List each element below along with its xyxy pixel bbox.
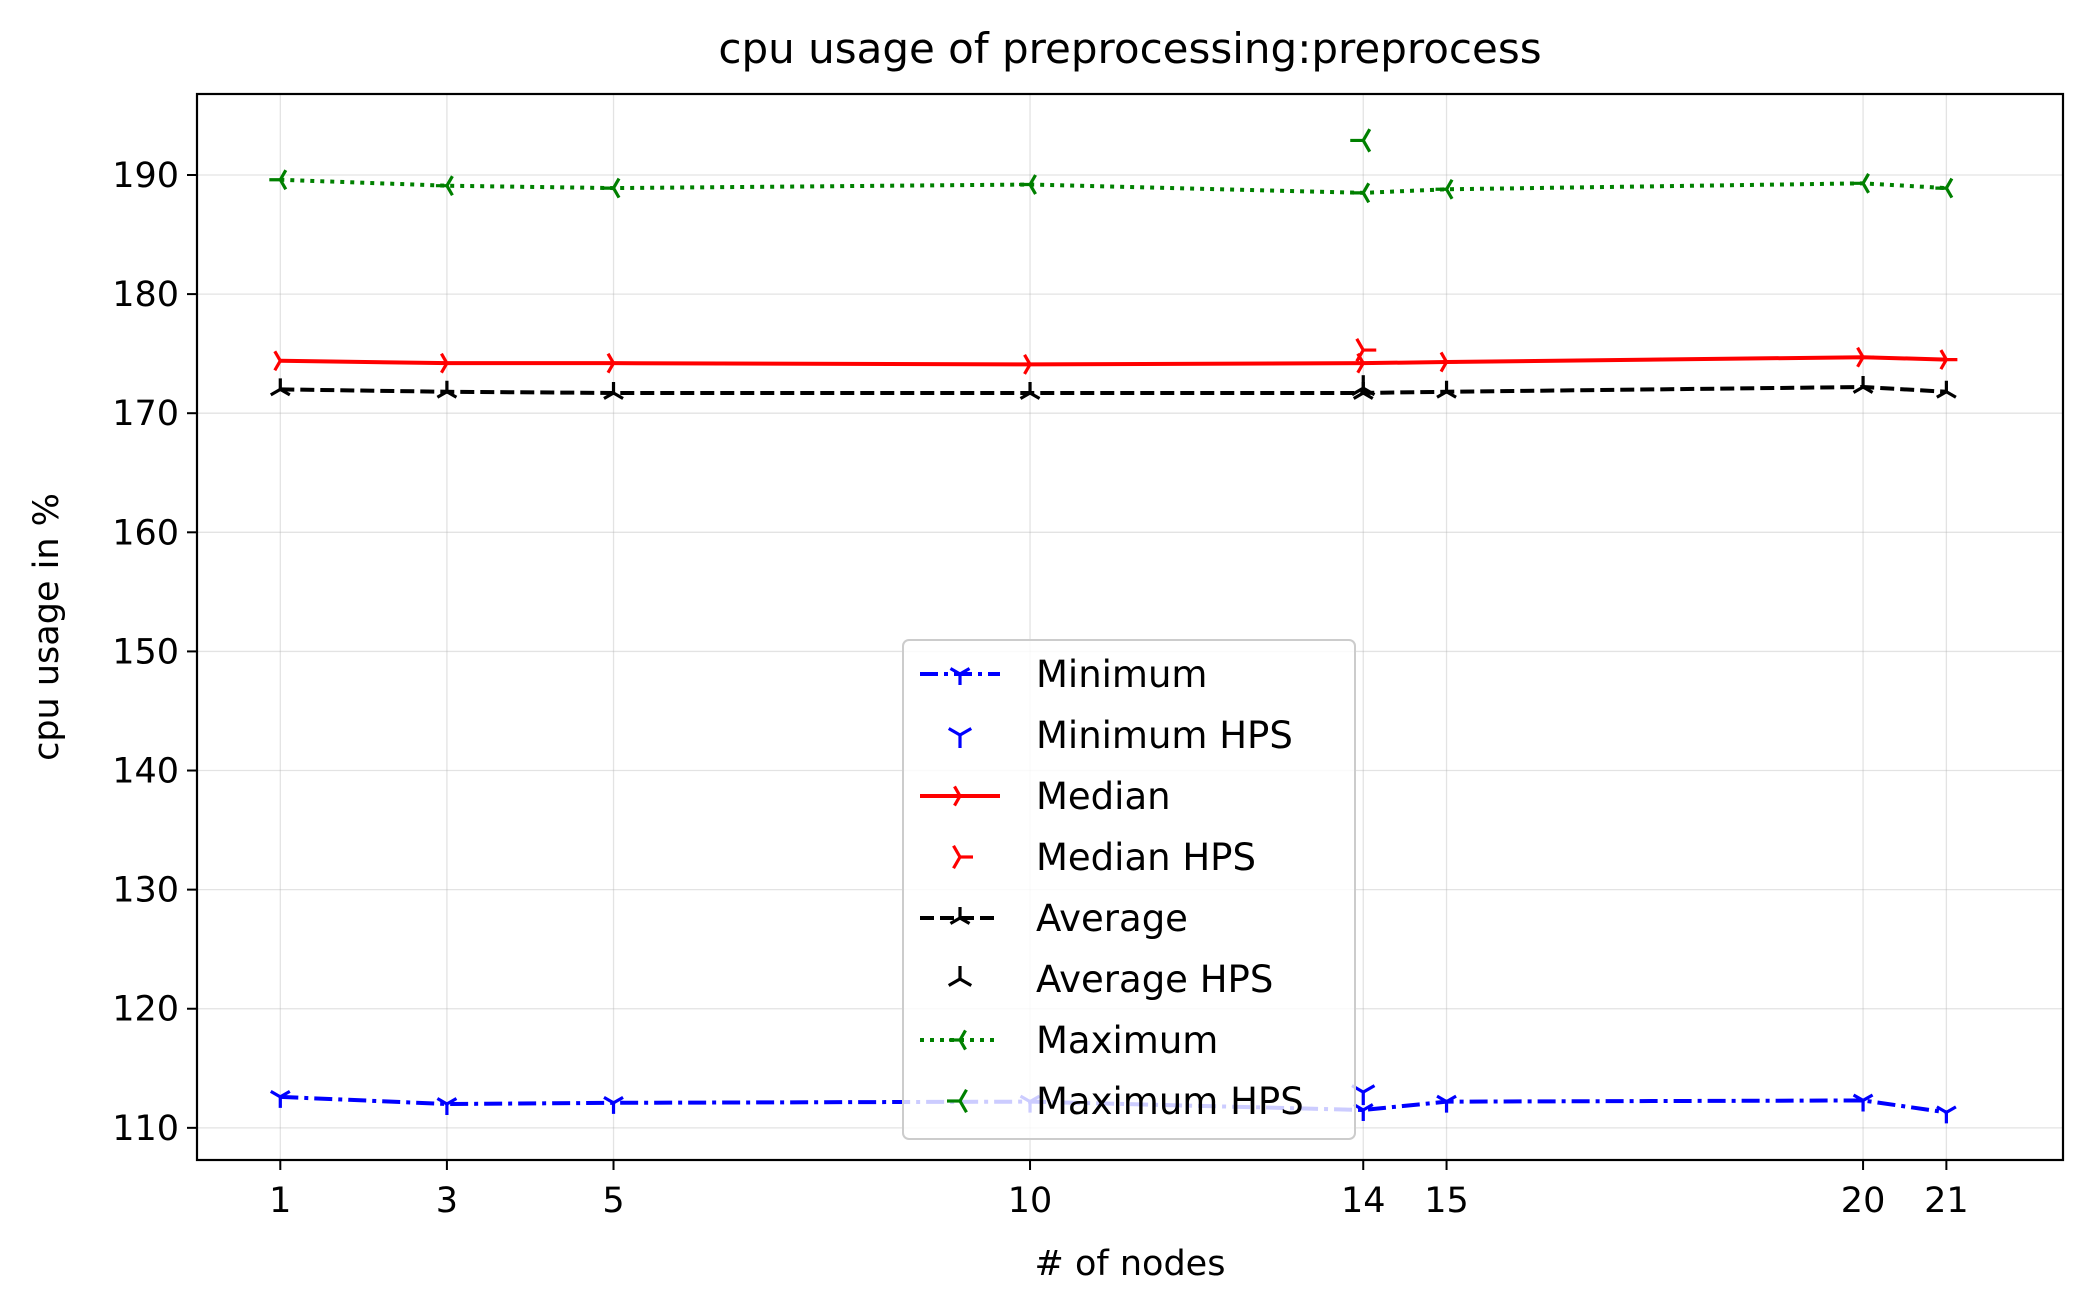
legend-item-median: Median xyxy=(920,775,1171,818)
legend-label: Median HPS xyxy=(1036,836,1256,879)
legend: Minimum Minimum HPS Median Median HPS Averag… xyxy=(902,639,1356,1140)
y-axis-label: cpu usage in % xyxy=(27,493,67,761)
median-point xyxy=(1023,354,1042,375)
maximum-hps-point xyxy=(1350,128,1372,153)
x-tick-label: 10 xyxy=(1008,1181,1053,1221)
maximum-point xyxy=(1935,177,1954,199)
legend-marker-swatch xyxy=(953,785,971,807)
legend-label: Average HPS xyxy=(1036,958,1273,1001)
x-tick-label: 5 xyxy=(602,1181,624,1221)
legend-label: Average xyxy=(1036,897,1188,940)
legend-marker-swatch xyxy=(949,1029,967,1051)
legend-label: Median xyxy=(1036,775,1171,818)
x-tick-label: 20 xyxy=(1841,1181,1886,1221)
plot-area-frame xyxy=(195,92,2065,1162)
legend-marker-swatch xyxy=(947,727,973,748)
average-point xyxy=(603,381,624,400)
y-tick-label: 180 xyxy=(112,275,179,315)
series-markers xyxy=(269,128,1958,1124)
maximum-point xyxy=(435,175,454,197)
maximum-point xyxy=(602,177,621,199)
y-axis: 110 120 130 140 150 160 170 180 190 xyxy=(112,156,197,1149)
legend-label: Minimum xyxy=(1036,653,1207,696)
x-tick-label: 1 xyxy=(269,1181,291,1221)
legend-item-minimum-hps: Minimum HPS xyxy=(947,714,1293,757)
median-line xyxy=(280,355,1947,367)
x-tick-label: 14 xyxy=(1341,1181,1386,1221)
legend-item-minimum: Minimum xyxy=(920,653,1207,696)
legend-label: Minimum HPS xyxy=(1036,714,1293,757)
minimum-point xyxy=(603,1095,624,1114)
legend-marker-swatch xyxy=(949,907,971,925)
y-tick-label: 160 xyxy=(112,513,179,553)
y-tick-label: 150 xyxy=(112,632,179,672)
median-point xyxy=(273,350,292,372)
minimum-point xyxy=(436,1097,458,1116)
x-tick-label: 15 xyxy=(1424,1181,1469,1221)
legend-marker-swatch xyxy=(949,667,971,685)
average-hps-point xyxy=(1351,375,1376,397)
x-axis: 1 3 5 10 14 15 20 21 xyxy=(269,1160,1969,1221)
y-tick-label: 130 xyxy=(112,871,179,911)
average-point xyxy=(1852,375,1874,394)
average-line xyxy=(280,385,1947,395)
x-tick-label: 21 xyxy=(1924,1181,1969,1221)
y-tick-label: 140 xyxy=(112,752,179,792)
legend-item-maximum-hps: Maximum HPS xyxy=(947,1080,1304,1123)
average-point xyxy=(436,380,458,399)
average-point xyxy=(1936,380,1957,399)
y-tick-label: 190 xyxy=(112,156,179,196)
median-hps-point xyxy=(1355,338,1377,363)
median-point xyxy=(1939,349,1958,370)
median-point xyxy=(1439,351,1458,373)
maximum-line xyxy=(280,177,1947,195)
chart-title: cpu usage of preprocessing:preprocess xyxy=(718,24,1541,73)
maximum-point xyxy=(269,169,288,191)
legend-marker-swatch xyxy=(947,966,973,987)
minimum-point xyxy=(269,1089,291,1108)
minimum-point xyxy=(1936,1105,1957,1124)
legend-item-average: Average xyxy=(920,897,1188,940)
legend-label: Maximum HPS xyxy=(1036,1080,1304,1123)
y-tick-label: 170 xyxy=(112,394,179,434)
legend-item-maximum: Maximum xyxy=(920,1019,1218,1062)
x-tick-label: 3 xyxy=(436,1181,458,1221)
maximum-point xyxy=(1435,178,1454,200)
maximum-point xyxy=(1852,173,1870,194)
minimum-point xyxy=(1436,1094,1457,1113)
median-point xyxy=(1856,346,1875,368)
minimum-line xyxy=(280,1094,1947,1115)
y-tick-label: 110 xyxy=(112,1109,179,1149)
average-point xyxy=(1019,381,1041,400)
legend-marker-swatch xyxy=(947,1088,968,1114)
median-point xyxy=(440,352,458,374)
legend-marker-swatch xyxy=(952,844,973,870)
maximum-point xyxy=(1352,182,1371,204)
maximum-point xyxy=(1019,174,1037,195)
legend-frame xyxy=(902,639,1356,1140)
minimum-point xyxy=(1852,1093,1874,1112)
y-tick-label: 120 xyxy=(112,990,179,1030)
median-point xyxy=(606,352,625,374)
legend-item-median-hps: Median HPS xyxy=(952,836,1256,879)
x-axis-label: # of nodes xyxy=(1035,1244,1226,1284)
series-lines xyxy=(280,177,1947,1115)
legend-label: Maximum xyxy=(1036,1019,1218,1062)
average-point xyxy=(1436,380,1457,399)
legend-item-average-hps: Average HPS xyxy=(947,958,1273,1001)
average-point xyxy=(269,378,291,397)
